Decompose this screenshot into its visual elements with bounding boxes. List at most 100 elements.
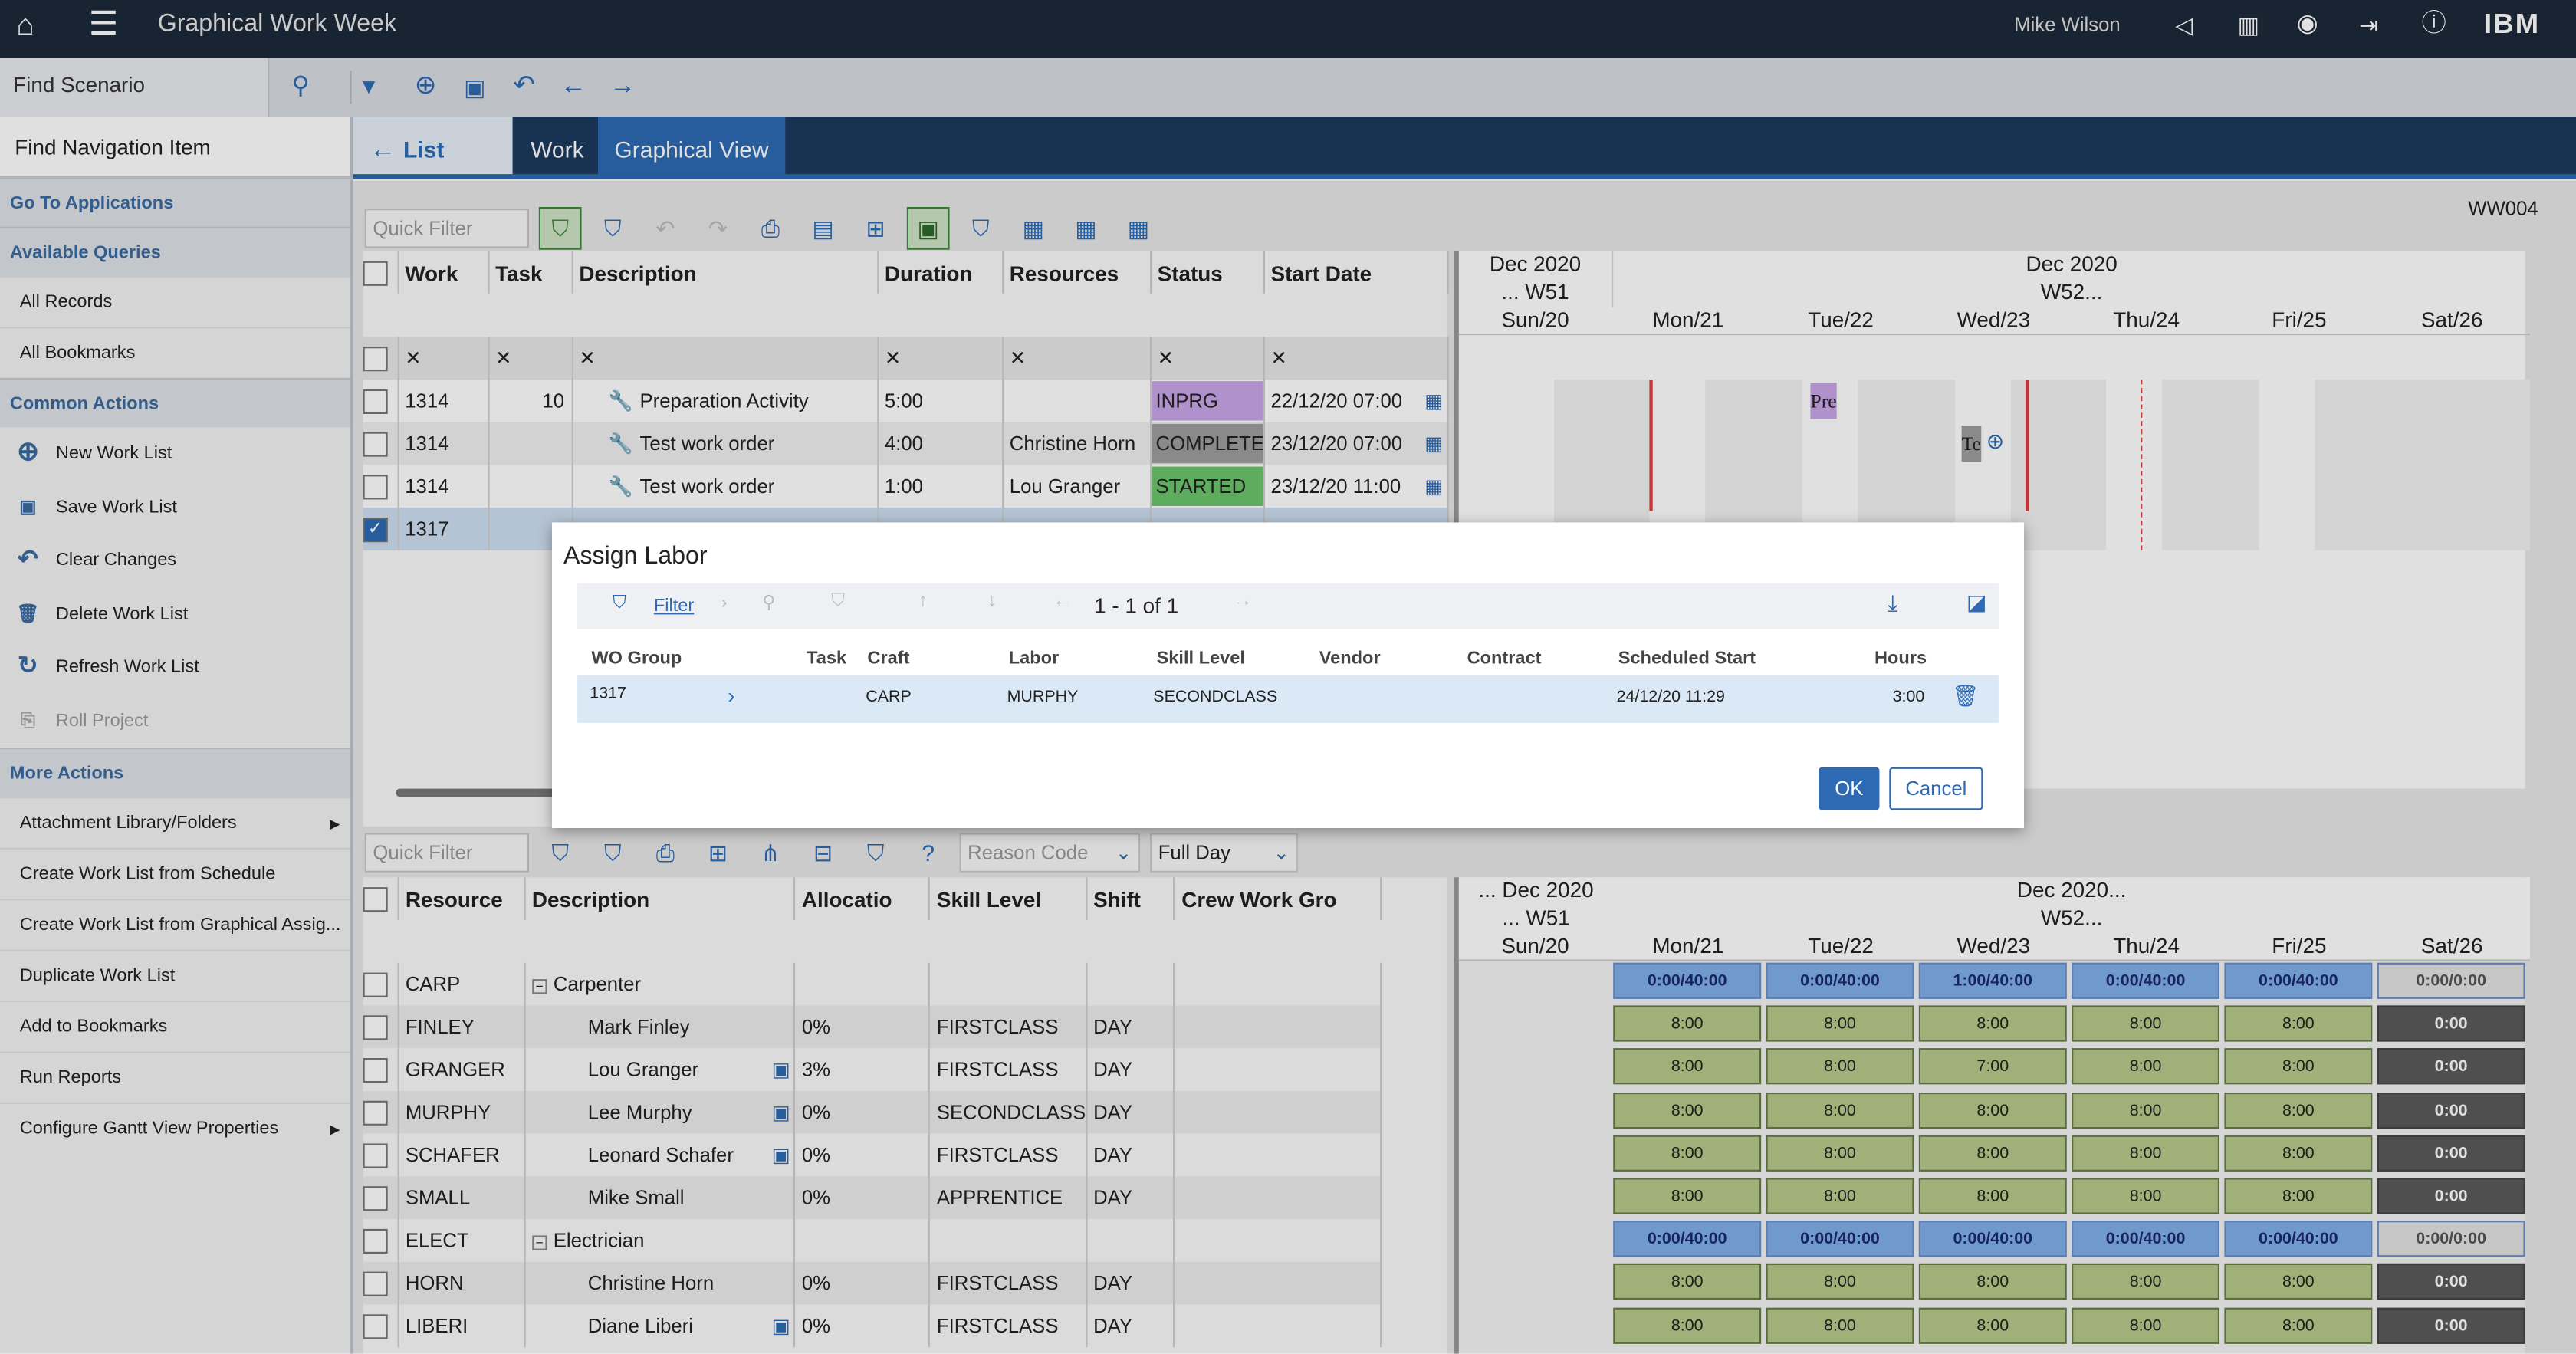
capacity-cell[interactable]: 8:00 xyxy=(2224,1135,2373,1172)
capacity-cell[interactable]: 8:00 xyxy=(1918,1306,2067,1343)
capacity-cell[interactable]: 0:00/40:00 xyxy=(2224,962,2373,999)
capacity-cell[interactable]: 8:00 xyxy=(2224,1092,2373,1129)
tab-work[interactable]: Work xyxy=(531,136,584,163)
capacity-cell[interactable]: 8:00 xyxy=(1918,1005,2067,1042)
capacity-cell[interactable]: 8:00 xyxy=(2224,1048,2373,1086)
gantt-bar-preparation[interactable]: Pre xyxy=(1810,383,1837,419)
filter-clear-icon[interactable]: ✕ xyxy=(877,337,1004,380)
col-start-date[interactable]: Start Date xyxy=(1263,251,1448,294)
filter-clear-icon[interactable]: ✕ xyxy=(1150,337,1264,380)
resource-row[interactable]: LIBERI Diane Liberi ▣ 0% FIRSTCLASS DAY xyxy=(363,1304,1382,1348)
filter-clear-icon[interactable]: ✕ xyxy=(571,337,879,380)
filter-icon[interactable]: ⛉ xyxy=(613,593,626,613)
capacity-cell[interactable]: 0:00/40:00 xyxy=(2072,1221,2220,1257)
help-icon[interactable]: ? xyxy=(922,840,935,866)
search-icon[interactable]: ⚲ xyxy=(291,72,310,100)
calendar-icon[interactable]: ▦ xyxy=(1424,475,1444,498)
clear-filter-icon[interactable]: ⛉ xyxy=(604,214,622,241)
capacity-cell[interactable]: 8:00 xyxy=(1766,1178,1914,1214)
hierarchy-icon[interactable]: ⊞ xyxy=(708,838,728,866)
work-row[interactable]: 1314 🔧 Test work order 1:00 Lou Granger S… xyxy=(363,465,1448,508)
capacity-cell[interactable]: 8:00 xyxy=(2224,1264,2373,1300)
row-checkbox[interactable] xyxy=(363,1048,399,1091)
capacity-cell[interactable]: 8:00 xyxy=(1766,1092,1914,1129)
filter-icon[interactable]: ⛉ xyxy=(551,838,569,866)
cancel-button[interactable]: Cancel xyxy=(1889,767,1983,810)
resource-row[interactable]: MURPHY Lee Murphy ▣ 0% SECONDCLASS DAY xyxy=(363,1090,1382,1134)
col-allocation[interactable]: Allocatio xyxy=(794,877,931,920)
capacity-cell[interactable]: 0:00/40:00 xyxy=(1766,1221,1914,1257)
assignment-icon[interactable]: ▣ xyxy=(771,1143,790,1167)
chevron-right-icon[interactable]: › xyxy=(728,683,735,708)
capacity-cell[interactable]: 7:00 xyxy=(1918,1048,2067,1086)
resource-row[interactable]: FINLEY Mark Finley 0% FIRSTCLASS DAY xyxy=(363,1005,1382,1049)
col-work[interactable]: Work xyxy=(397,251,489,294)
capacity-cell[interactable]: 0:00 xyxy=(2377,1264,2525,1300)
save-icon[interactable]: ▣ xyxy=(464,74,486,100)
assignment-icon[interactable]: ▣ xyxy=(771,1100,790,1124)
filter-clear-icon[interactable]: ✕ xyxy=(1002,337,1152,380)
capacity-cell[interactable]: 8:00 xyxy=(1613,1135,1762,1172)
filter-icon[interactable]: ⛉ xyxy=(538,207,582,250)
chevron-down-icon[interactable]: ▼ xyxy=(350,71,386,104)
filter-clear-icon[interactable]: ✕ xyxy=(1263,337,1448,380)
col-shift[interactable]: Shift xyxy=(1086,877,1175,920)
add-to-bookmarks-item[interactable]: Add to Bookmarks xyxy=(0,1001,350,1051)
print-icon[interactable]: ⎙ xyxy=(656,838,675,866)
configure-gantt-item[interactable]: Configure Gantt View Properties ▶ xyxy=(0,1102,350,1153)
row-checkbox[interactable]: ✓ xyxy=(363,508,399,550)
capacity-cell[interactable]: 8:00 xyxy=(1613,1005,1762,1042)
capacity-cell[interactable]: 8:00 xyxy=(2072,1178,2220,1214)
resource-row[interactable]: HORN Christine Horn 0% FIRSTCLASS DAY xyxy=(363,1261,1382,1305)
duplicate-work-list-item[interactable]: Duplicate Work List xyxy=(0,949,350,1001)
capacity-cell[interactable]: 0:00/40:00 xyxy=(1766,962,1914,999)
capacity-cell[interactable]: 0:00/40:00 xyxy=(1918,1221,2067,1257)
capacity-cell[interactable]: 8:00 xyxy=(1918,1178,2067,1214)
calendar-icon[interactable]: ▦ xyxy=(1424,389,1444,412)
collapse-icon[interactable]: ◪ xyxy=(1967,590,1987,615)
back-arrow-icon[interactable]: ← xyxy=(560,72,586,100)
filter-link[interactable]: Filter xyxy=(653,596,695,616)
row-checkbox[interactable] xyxy=(363,1090,399,1134)
filter-clear-icon[interactable]: ✕ xyxy=(488,337,573,380)
capacity-cell[interactable]: 8:00 xyxy=(1918,1092,2067,1129)
home-icon[interactable]: ⌂ xyxy=(16,8,34,41)
reason-code-select[interactable]: Reason Code ⌄ xyxy=(959,833,1141,873)
col-description[interactable]: Description xyxy=(524,877,796,920)
collapse-icon[interactable]: − xyxy=(531,1235,547,1250)
capacity-cell[interactable]: 0:00 xyxy=(2377,1306,2525,1343)
resource-group-row[interactable]: CARP − Carpenter xyxy=(363,962,1382,1006)
new-work-list-action[interactable]: ⊕ New Work List xyxy=(0,427,350,481)
ok-button[interactable]: OK xyxy=(1819,767,1880,810)
refresh-work-list-action[interactable]: ↻ Refresh Work List xyxy=(0,641,350,695)
nav-search-input[interactable]: Find Navigation Item xyxy=(0,117,350,178)
filter-settings-icon[interactable]: ⛉ xyxy=(972,214,990,241)
capacity-cell[interactable]: 8:00 xyxy=(2072,1092,2220,1129)
capacity-cell[interactable]: 0:00 xyxy=(2377,1135,2525,1172)
capacity-cell[interactable]: 8:00 xyxy=(1766,1264,1914,1300)
capacity-cell[interactable]: 8:00 xyxy=(1766,1005,1914,1042)
horizontal-scrollbar[interactable] xyxy=(396,788,692,797)
capacity-cell[interactable]: 8:00 xyxy=(1613,1178,1762,1214)
col-crew-work-group[interactable]: Crew Work Gro xyxy=(1174,877,1382,920)
capacity-cell[interactable]: 0:00/40:00 xyxy=(2224,1221,2373,1257)
capacity-cell[interactable]: 8:00 xyxy=(1766,1048,1914,1086)
clear-changes-action[interactable]: ↶ Clear Changes xyxy=(0,534,350,587)
col-description[interactable]: Description xyxy=(571,251,879,294)
trash-icon[interactable]: 🗑 xyxy=(1951,683,1980,708)
capacity-cell[interactable]: 0:00 xyxy=(2377,1005,2525,1042)
capacity-cell[interactable]: 0:00/40:00 xyxy=(1613,1221,1762,1257)
quick-filter-input[interactable]: Quick Filter xyxy=(364,209,529,248)
run-reports-item[interactable]: Run Reports xyxy=(0,1051,350,1102)
work-row[interactable]: 1314 🔧 Test work order 4:00 Christine Hor… xyxy=(363,422,1448,465)
clear-filter-icon[interactable]: ⛉ xyxy=(604,838,622,866)
assign-icon[interactable]: ▣ xyxy=(906,207,950,250)
column-icon[interactable]: ⊟ xyxy=(813,838,833,866)
undo-icon[interactable]: ↶ xyxy=(513,72,535,100)
calendar-icon[interactable]: ▦ xyxy=(1022,214,1045,241)
tab-graphical-view[interactable]: Graphical View xyxy=(598,117,786,175)
row-checkbox[interactable] xyxy=(363,465,399,508)
work-row[interactable]: 1314 10 🔧 Preparation Activity 5:00 INPRG… xyxy=(363,379,1448,422)
capacity-cell[interactable]: 8:00 xyxy=(2072,1048,2220,1086)
help-icon[interactable]: ⓘ xyxy=(2421,9,2446,38)
